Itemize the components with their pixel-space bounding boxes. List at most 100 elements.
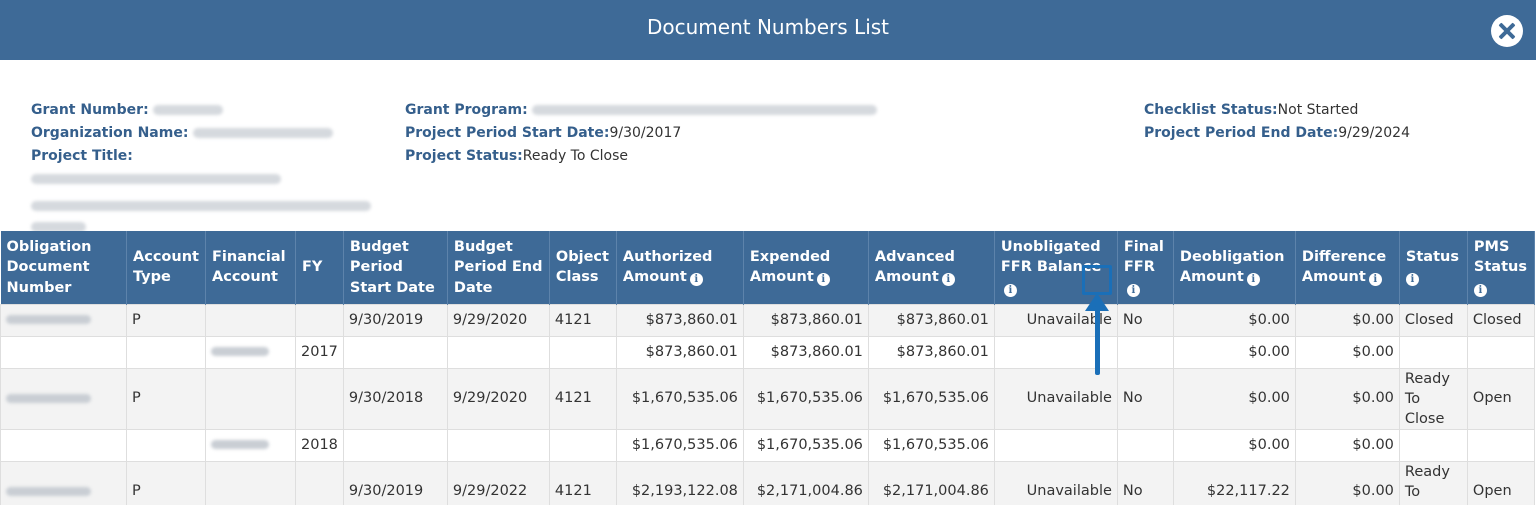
info-icon[interactable]: i: [1246, 273, 1260, 287]
table-row[interactable]: P 9/30/2019 9/29/2022 4121 $2,193,122.08…: [0, 460, 1535, 505]
grant-program-label: Grant Program:: [405, 102, 528, 118]
cell-final-ffr: [1116, 428, 1174, 462]
col-advanced-amount[interactable]: Advanced Amount i: [868, 231, 995, 304]
cell-budget-start: 9/30/2019: [342, 303, 448, 337]
col-financial-account[interactable]: Financial Account: [205, 231, 296, 304]
cell-budget-end: [446, 428, 550, 462]
annotation-highlight-box: [1082, 265, 1112, 295]
col-obligation-document-number[interactable]: Obligation Document Number: [0, 231, 127, 304]
authorized-header-label: Authorized Amount: [622, 248, 713, 286]
table-header-row: Obligation Document Number Account Type …: [0, 231, 1535, 304]
info-icon[interactable]: i: [941, 273, 955, 287]
dialog-header: Document Numbers List: [0, 0, 1536, 60]
cell-status: Ready To Close: [1398, 460, 1468, 505]
col-status[interactable]: Status i: [1399, 231, 1468, 304]
cell-budget-end: 9/29/2020: [446, 367, 550, 430]
col-authorized-amount[interactable]: Authorized Amount i: [616, 231, 744, 304]
project-period-end-value: 9/29/2024: [1338, 125, 1410, 141]
grant-number-value-redacted: [153, 105, 224, 115]
final-ffr-header-label: Final FFR: [1123, 238, 1164, 276]
cell-difference: $0.00: [1294, 460, 1400, 505]
cell-account-type: P: [126, 303, 206, 337]
cell-pms-status: Closed: [1466, 303, 1535, 337]
cell-obligation-redacted: [0, 367, 127, 430]
info-icon[interactable]: i: [1126, 283, 1140, 297]
cell-account-type: P: [126, 367, 206, 430]
expended-header-label: Expended Amount: [749, 248, 831, 286]
cell-account-type: [126, 335, 206, 369]
col-final-ffr[interactable]: Final FFR i: [1117, 231, 1174, 304]
info-column-left: Grant Number: Organization Name: Project…: [31, 99, 381, 239]
cell-object-class: 4121: [548, 367, 617, 430]
info-icon[interactable]: i: [1405, 273, 1419, 287]
cell-authorized: $2,193,122.08: [615, 460, 744, 505]
info-icon[interactable]: i: [1368, 273, 1382, 287]
project-period-start-label: Project Period Start Date:: [405, 125, 610, 141]
cell-pms-status: Open: [1466, 367, 1535, 430]
cell-pms-status: [1466, 335, 1535, 369]
cell-account-type: [126, 428, 206, 462]
cell-fy: [295, 367, 344, 430]
col-object-class[interactable]: Object Class: [549, 231, 617, 304]
cell-status: Ready To Close: [1398, 367, 1468, 430]
difference-header-label: Difference Amount: [1301, 248, 1387, 286]
table-row[interactable]: 2018 $1,670,535.06 $1,670,535.06 $1,670,…: [0, 428, 1535, 462]
table-row[interactable]: P 9/30/2018 9/29/2020 4121 $1,670,535.06…: [0, 367, 1535, 430]
cell-final-ffr: No: [1116, 367, 1174, 430]
organization-name-value-redacted: [192, 128, 333, 138]
cell-budget-start: 9/30/2019: [342, 460, 448, 505]
cell-deobligation: $0.00: [1172, 367, 1296, 430]
col-difference-amount[interactable]: Difference Amount i: [1295, 231, 1400, 304]
cell-object-class: [548, 335, 617, 369]
info-icon[interactable]: i: [1473, 283, 1487, 297]
col-fy[interactable]: FY: [295, 231, 344, 304]
cell-advanced: $873,860.01: [867, 335, 995, 369]
deobligation-header-label: Deobligation Amount: [1179, 248, 1285, 286]
cell-final-ffr: No: [1116, 303, 1174, 337]
cell-advanced: $1,670,535.06: [867, 428, 995, 462]
cell-obligation: [0, 428, 127, 462]
cell-deobligation: $0.00: [1172, 428, 1296, 462]
cell-budget-start: [342, 335, 448, 369]
cell-budget-end: [446, 335, 550, 369]
cell-object-class: 4121: [548, 303, 617, 337]
cell-budget-end: 9/29/2022: [446, 460, 550, 505]
col-budget-period-end[interactable]: Budget Period End Date: [447, 231, 550, 304]
col-expended-amount[interactable]: Expended Amount i: [743, 231, 869, 304]
col-budget-period-start[interactable]: Budget Period Start Date: [343, 231, 448, 304]
cell-fy: [295, 303, 344, 337]
col-account-type[interactable]: Account Type: [126, 231, 206, 304]
info-icon[interactable]: i: [1003, 283, 1017, 297]
annotation-arrow-shaft: [1095, 305, 1100, 375]
cell-fy: 2018: [295, 428, 344, 462]
cell-expended: $873,860.01: [742, 335, 869, 369]
info-icon[interactable]: i: [689, 273, 703, 287]
cell-final-ffr: No: [1116, 460, 1174, 505]
cell-authorized: $1,670,535.06: [615, 428, 744, 462]
cell-deobligation: $0.00: [1172, 335, 1296, 369]
cell-difference: $0.00: [1294, 303, 1400, 337]
cell-status: Closed: [1398, 303, 1468, 337]
table-row[interactable]: P 9/30/2019 9/29/2020 4121 $873,860.01 $…: [0, 303, 1535, 337]
advanced-header-label: Advanced Amount: [874, 248, 955, 286]
checklist-status-value: Not Started: [1277, 102, 1359, 118]
cell-authorized: $873,860.01: [615, 303, 744, 337]
cell-financial-account: [205, 303, 296, 337]
cell-financial-account: [205, 367, 296, 430]
cell-budget-start: [342, 428, 448, 462]
annotation-arrow-head: [1085, 293, 1109, 311]
info-icon[interactable]: i: [816, 273, 830, 287]
cell-account-type: P: [126, 460, 206, 505]
cell-expended: $1,670,535.06: [742, 428, 869, 462]
grant-program-value-redacted: [532, 105, 878, 115]
table-row[interactable]: 2017 $873,860.01 $873,860.01 $873,860.01…: [0, 335, 1535, 369]
cell-expended: $873,860.01: [742, 303, 869, 337]
project-title-value-redacted-line3: [31, 222, 86, 232]
project-period-end-label: Project Period End Date:: [1144, 125, 1339, 141]
cell-difference: $0.00: [1294, 335, 1400, 369]
close-icon[interactable]: [1491, 15, 1523, 47]
col-pms-status[interactable]: PMS Status i: [1467, 231, 1535, 304]
project-title-label: Project Title:: [31, 148, 133, 164]
col-deobligation-amount[interactable]: Deobligation Amount i: [1173, 231, 1296, 304]
unobligated-header-label: Unobligated FFR Balance: [1000, 238, 1102, 276]
